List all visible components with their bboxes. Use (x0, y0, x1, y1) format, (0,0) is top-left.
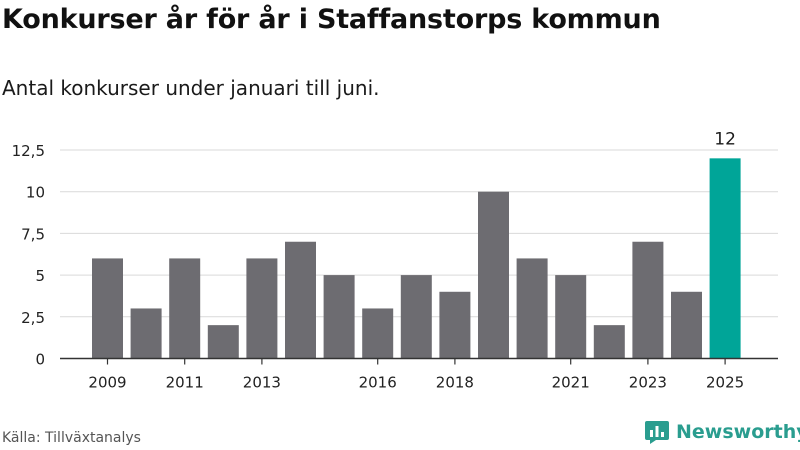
chart-subtitle: Antal konkurser under januari till juni. (2, 76, 380, 100)
newsworthy-logo-icon (645, 421, 669, 444)
bar-2009 (92, 258, 123, 359)
x-tick-label: 2013 (243, 374, 281, 392)
y-tick-label: 7,5 (21, 225, 45, 243)
bar-2015 (323, 275, 355, 359)
x-tick-label: 2011 (166, 374, 204, 392)
source-note: Källa: Tillväxtanalys (2, 430, 141, 446)
y-tick-label: 2,5 (21, 309, 45, 327)
bar-2012 (207, 325, 239, 359)
bar-2016 (362, 308, 394, 359)
bar-2022 (593, 325, 625, 359)
bar-2023 (632, 241, 664, 359)
x-tick-label: 2025 (706, 374, 744, 392)
bar-2017 (400, 275, 432, 359)
y-tick-label: 12,5 (12, 142, 45, 160)
bar-2014 (285, 241, 316, 359)
brand-name: Newsworthy (676, 421, 800, 443)
bar-2024 (671, 291, 702, 359)
x-tick-label: 2009 (88, 374, 126, 392)
brand-logo: Newsworthy (644, 419, 800, 445)
x-tick-label: 2016 (359, 374, 397, 392)
x-tick-label: 2023 (629, 374, 667, 392)
bar-2019 (478, 191, 509, 359)
x-tick-label: 2018 (436, 374, 474, 392)
bar-2010 (130, 308, 162, 359)
data-label: 12 (714, 129, 736, 149)
bar-2025 (709, 158, 741, 359)
bar-2018 (439, 291, 471, 359)
bar-2013 (246, 258, 278, 359)
y-tick-label: 0 (35, 351, 45, 369)
y-tick-label: 5 (35, 267, 45, 285)
bar-2020 (516, 258, 548, 359)
chart-title: Konkurser år för år i Staffanstorps komm… (2, 4, 661, 35)
bar-2021 (555, 275, 587, 359)
x-tick-label: 2021 (552, 374, 590, 392)
bar-2011 (169, 258, 201, 359)
y-tick-label: 10 (26, 184, 45, 202)
